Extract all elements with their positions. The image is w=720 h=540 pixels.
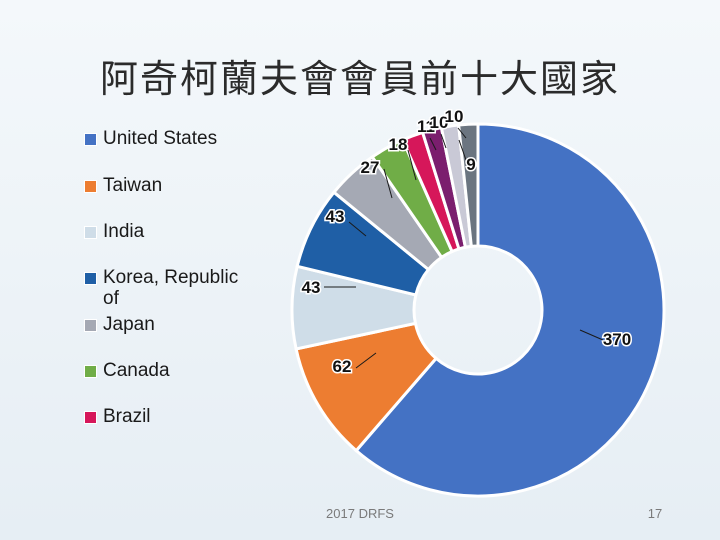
legend-label: Canada [103, 360, 170, 381]
leader-line [458, 139, 467, 161]
legend-swatch [84, 272, 97, 285]
data-label: 370 [603, 330, 631, 349]
legend-item-taiwan: Taiwan [84, 175, 253, 196]
legend-label: Brazil [103, 406, 151, 427]
legend-swatch [84, 365, 97, 378]
legend-swatch [84, 133, 97, 146]
data-label: 27 [361, 158, 380, 177]
legend-label: Japan [103, 314, 155, 335]
legend-item-united-states: United States [84, 128, 253, 149]
leader-line [457, 127, 467, 139]
leader-line [407, 149, 417, 181]
legend-swatch [84, 226, 97, 239]
data-label: 9 [466, 155, 475, 174]
legend-label: India [103, 221, 145, 242]
legend-label: Korea, Republic of [103, 267, 239, 309]
data-label: 43 [302, 278, 321, 297]
legend-item-japan: Japan [84, 314, 253, 335]
legend-item-korea: Korea, Republic of [84, 267, 253, 309]
data-label: 43 [326, 207, 345, 226]
leader-line [348, 221, 367, 237]
data-label: 18 [389, 135, 408, 154]
leader-line [355, 352, 377, 369]
donut-slice-other-9 [457, 122, 480, 248]
legend-label: United States [103, 128, 218, 149]
leader-line [440, 133, 447, 149]
page-number: 17 [647, 506, 663, 521]
footer-source: 2017 DRFS [326, 506, 394, 521]
data-label: 62 [333, 357, 352, 376]
legend-swatch [84, 319, 97, 332]
leader-line [429, 137, 437, 151]
leader-line [579, 329, 604, 341]
data-label: 10 [430, 113, 449, 132]
legend-item-canada: Canada [84, 360, 253, 381]
leader-line [383, 168, 393, 199]
donut-slice-united-states [354, 122, 666, 498]
slide-title: 阿奇柯蘭夫會會員前十大國家 [99, 57, 620, 101]
data-label: 10 [445, 107, 464, 126]
legend-item-brazil: Brazil [84, 406, 253, 427]
legend-label: Taiwan [103, 175, 163, 196]
legend-swatch [84, 180, 97, 193]
legend-swatch [84, 411, 97, 424]
legend-item-india: India [84, 221, 253, 242]
data-label: 11 [417, 117, 435, 136]
